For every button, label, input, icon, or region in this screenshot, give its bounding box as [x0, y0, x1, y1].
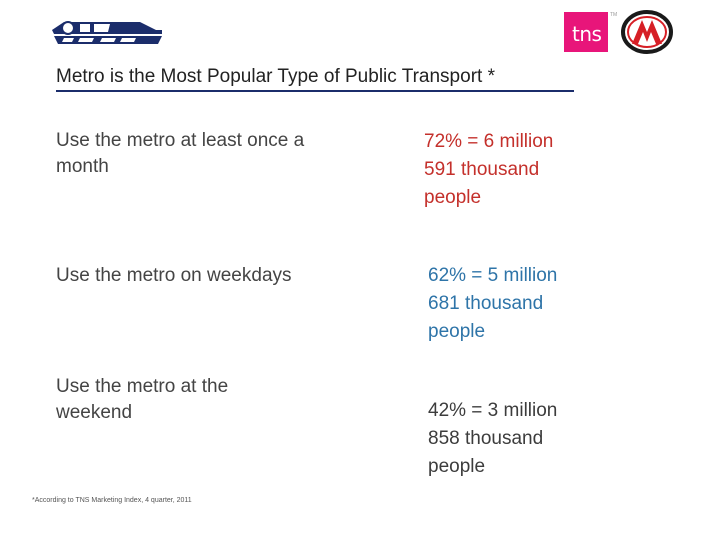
value-line: 591 thousand	[424, 159, 540, 180]
row-value-weekdays: 62% = 5 million 681 thousand people	[428, 262, 628, 346]
tns-logo: tns TM	[564, 12, 617, 52]
value-line: people	[424, 187, 482, 208]
row-label-weekdays: Use the metro on weekdays	[56, 265, 292, 286]
value-line: people	[428, 456, 486, 477]
row-value-weekend: 42% = 3 million 858 thousand people	[428, 397, 628, 481]
moscow-metro-m-icon	[620, 10, 674, 54]
value-line: people	[428, 321, 486, 342]
value-line: 42% = 3 million	[428, 400, 558, 421]
tns-logo-text: tns	[572, 22, 602, 46]
row-value-monthly: 72% = 6 million 591 thousand people	[424, 128, 624, 212]
value-line: 72% = 6 million	[424, 131, 554, 152]
page-title: Metro is the Most Popular Type of Public…	[56, 66, 574, 92]
row-label-weekend: Use the metro at the weekend	[56, 376, 229, 423]
row-label-monthly: Use the metro at least once a month	[56, 130, 305, 177]
footnote: *According to TNS Marketing Index, 4 qua…	[32, 497, 192, 504]
value-line: 62% = 5 million	[428, 265, 558, 286]
cm-auto-logo-icon	[50, 18, 166, 48]
trademark-mark: TM	[610, 12, 618, 18]
value-line: 681 thousand	[428, 293, 544, 314]
value-line: 858 thousand	[428, 428, 544, 449]
